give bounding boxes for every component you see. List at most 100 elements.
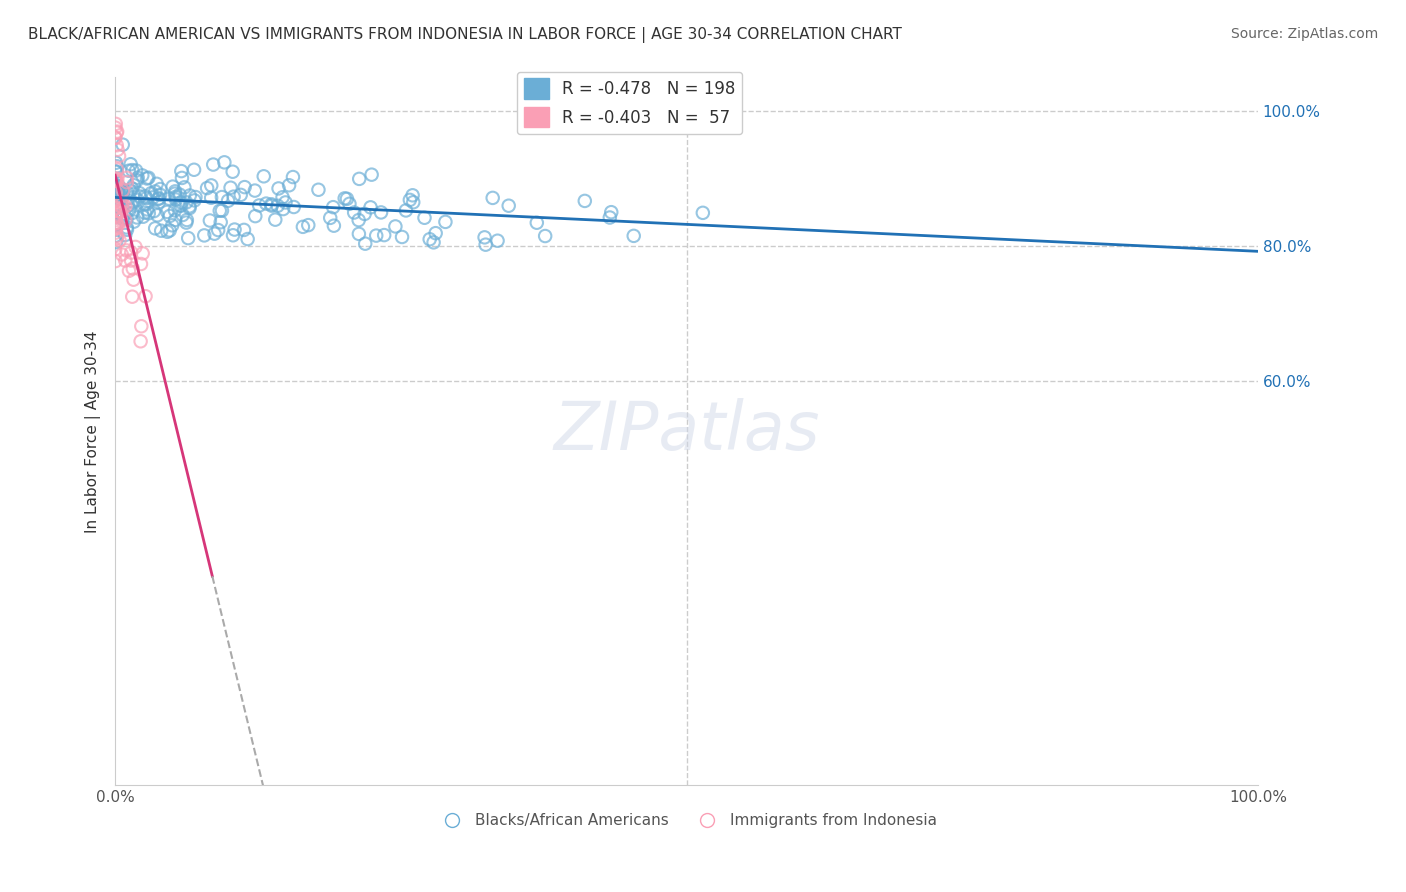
Point (692, 206, 714, 220)
Point (107, 219, 129, 233)
Point (157, 192, 180, 206)
Point (120, 253, 142, 268)
Point (278, 178, 301, 193)
Point (111, 184, 134, 198)
Point (104, 183, 127, 197)
Point (204, 227, 226, 241)
Point (107, 186, 129, 200)
Point (142, 204, 165, 219)
Point (271, 202, 294, 216)
Point (118, 264, 141, 278)
Point (111, 185, 134, 199)
Point (107, 143, 129, 157)
Point (104, 200, 127, 214)
Point (149, 187, 172, 202)
Point (112, 207, 135, 221)
Point (156, 225, 179, 239)
Point (481, 191, 503, 205)
Point (384, 219, 406, 234)
Point (401, 188, 423, 202)
Point (413, 211, 436, 225)
Point (121, 206, 143, 220)
Point (122, 178, 145, 193)
Point (148, 191, 170, 205)
Point (111, 247, 134, 261)
Point (108, 200, 131, 214)
Point (599, 211, 621, 225)
Point (134, 189, 156, 203)
Point (134, 197, 156, 211)
Point (105, 180, 128, 194)
Point (111, 211, 134, 226)
Point (143, 185, 166, 199)
Point (243, 184, 266, 198)
Text: BLACK/AFRICAN AMERICAN VS IMMIGRANTS FROM INDONESIA IN LABOR FORCE | AGE 30-34 C: BLACK/AFRICAN AMERICAN VS IMMIGRANTS FRO… (28, 27, 903, 43)
Point (120, 198, 142, 212)
Point (114, 253, 136, 268)
Point (110, 190, 132, 204)
Point (526, 216, 548, 230)
Point (121, 181, 143, 195)
Point (260, 197, 283, 211)
Point (104, 174, 127, 188)
Point (104, 228, 127, 243)
Point (274, 195, 297, 210)
Point (105, 162, 128, 177)
Point (104, 218, 127, 232)
Point (623, 228, 645, 243)
Point (105, 216, 128, 230)
Point (291, 219, 314, 234)
Point (169, 199, 191, 213)
Point (172, 208, 194, 222)
Point (233, 180, 256, 194)
Point (121, 261, 143, 276)
Point (600, 205, 623, 219)
Point (146, 208, 169, 222)
Point (422, 235, 444, 250)
Point (105, 171, 128, 186)
Point (360, 168, 382, 182)
Point (179, 199, 201, 213)
Point (128, 186, 150, 201)
Point (179, 188, 201, 202)
Point (134, 205, 156, 219)
Point (224, 222, 246, 236)
Point (165, 186, 187, 201)
Point (110, 195, 132, 210)
Point (129, 257, 152, 271)
Point (104, 183, 127, 197)
Point (105, 138, 128, 153)
Point (184, 190, 207, 204)
Point (105, 216, 128, 230)
Point (115, 211, 138, 226)
Point (347, 213, 370, 227)
Point (267, 199, 290, 213)
Point (111, 201, 134, 215)
Point (122, 186, 145, 201)
Point (474, 237, 496, 252)
Point (118, 202, 141, 217)
Point (105, 165, 128, 179)
Point (107, 192, 129, 206)
Point (208, 203, 231, 218)
Point (131, 246, 153, 260)
Point (107, 200, 129, 214)
Legend: Blacks/African Americans, Immigrants from Indonesia: Blacks/African Americans, Immigrants fro… (430, 807, 942, 834)
Point (366, 228, 388, 243)
Point (135, 197, 157, 211)
Point (107, 187, 129, 202)
Point (353, 207, 375, 221)
Point (105, 235, 128, 249)
Point (131, 169, 153, 183)
Point (117, 198, 139, 212)
Point (373, 228, 395, 243)
Point (160, 219, 183, 233)
Point (195, 181, 218, 195)
Point (104, 219, 127, 233)
Point (107, 186, 129, 201)
Point (219, 180, 242, 194)
Point (104, 221, 127, 235)
Point (343, 205, 366, 219)
Point (104, 242, 127, 256)
Point (162, 179, 184, 194)
